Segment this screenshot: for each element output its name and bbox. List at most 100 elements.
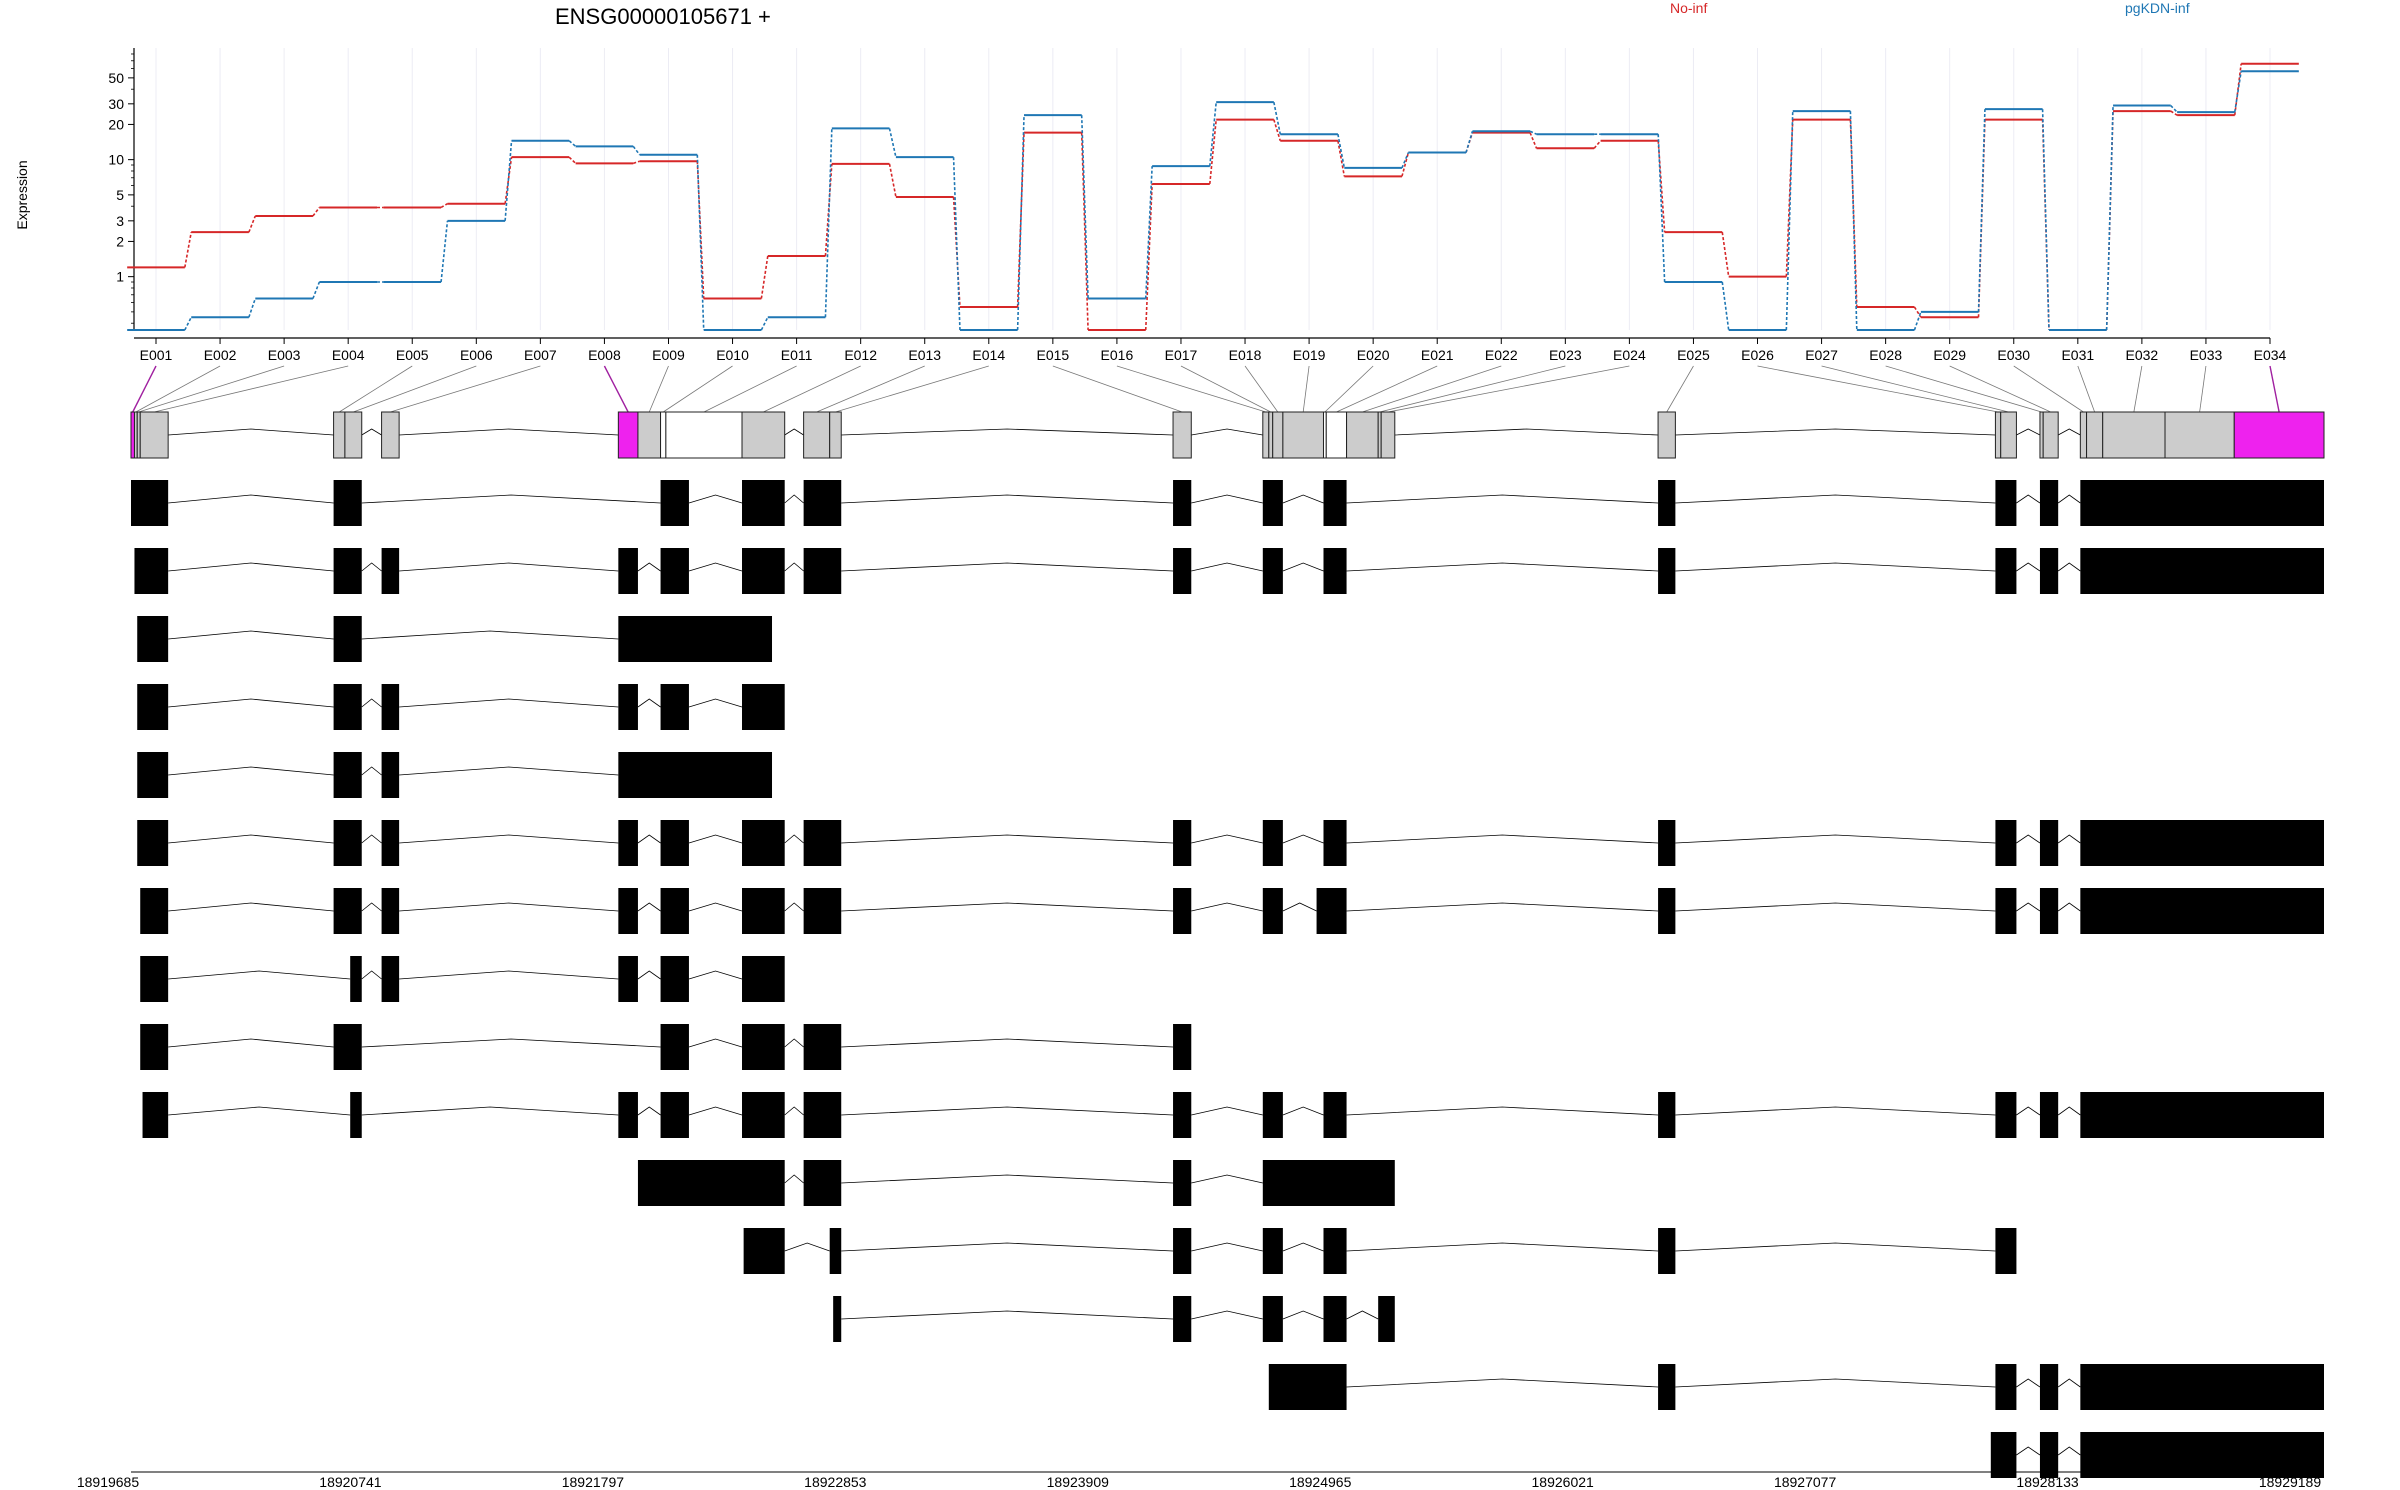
gene-model bbox=[130, 411, 2325, 459]
series-connector bbox=[1785, 111, 1794, 331]
transcript-exon bbox=[618, 820, 638, 866]
transcript-intron bbox=[1675, 1106, 1996, 1116]
y-tick-label: 1 bbox=[116, 269, 124, 285]
transcript-intron bbox=[168, 834, 334, 844]
x-tick-label: E003 bbox=[268, 347, 301, 363]
x-tick-label: E033 bbox=[2190, 347, 2223, 363]
transcript-intron bbox=[1191, 562, 1263, 572]
x-tick-label: E014 bbox=[972, 347, 1005, 363]
transcript-exon bbox=[1323, 1296, 1347, 1342]
transcript-exon bbox=[333, 820, 362, 866]
transcript-exon bbox=[660, 548, 689, 594]
model-intron bbox=[2057, 428, 2081, 436]
transcript-row bbox=[140, 956, 785, 1002]
x-tick-label: E011 bbox=[781, 347, 813, 363]
transcript-intron bbox=[1675, 1242, 1996, 1252]
transcript-exon bbox=[660, 888, 689, 934]
transcript-intron bbox=[361, 494, 661, 504]
transcript-exon bbox=[833, 1296, 842, 1342]
genomic-tick-label: 18920741 bbox=[319, 1474, 382, 1490]
x-tick-label: E017 bbox=[1165, 347, 1198, 363]
x-tick-label: E006 bbox=[460, 347, 493, 363]
transcript-exon bbox=[2080, 820, 2324, 866]
transcript-intron bbox=[841, 902, 1174, 912]
series-connector bbox=[1849, 111, 1858, 331]
transcript-exon bbox=[803, 1092, 842, 1138]
exon-connector bbox=[1387, 365, 1630, 413]
exon-connector bbox=[1821, 365, 2009, 413]
transcript-exon bbox=[660, 956, 689, 1002]
model-intron bbox=[2016, 428, 2041, 436]
transcript-row bbox=[137, 616, 773, 662]
transcript-exon bbox=[350, 1092, 362, 1138]
transcript-exon bbox=[742, 1092, 785, 1138]
x-tick-label: E021 bbox=[1421, 347, 1454, 363]
transcript-intron bbox=[637, 1106, 661, 1116]
exon-bin-e015 bbox=[1172, 411, 1192, 459]
transcript-intron bbox=[1191, 1242, 1263, 1252]
transcript-exon bbox=[2080, 888, 2324, 934]
transcript-intron bbox=[2016, 1378, 2041, 1388]
transcript-exon bbox=[1323, 548, 1347, 594]
transcript-exon bbox=[1268, 1364, 1347, 1410]
exon-connector bbox=[1666, 365, 1694, 413]
x-tick-label: E005 bbox=[396, 347, 429, 363]
y-tick-label: 30 bbox=[108, 96, 124, 112]
x-tick-label: E019 bbox=[1293, 347, 1326, 363]
transcript-exon bbox=[1262, 1296, 1283, 1342]
exon-connector bbox=[1180, 365, 1271, 413]
transcript-exon bbox=[618, 1092, 638, 1138]
exon-connector bbox=[2077, 365, 2096, 413]
transcript-row bbox=[134, 548, 2324, 594]
transcript-intron bbox=[688, 970, 743, 980]
transcript-intron bbox=[168, 562, 334, 572]
transcript-row bbox=[1268, 1364, 2324, 1410]
transcript-exon bbox=[742, 820, 785, 866]
x-tick-label: E015 bbox=[1036, 347, 1069, 363]
transcript-intron bbox=[1191, 834, 1263, 844]
transcript-intron bbox=[361, 698, 382, 708]
x-tick-label: E002 bbox=[204, 347, 237, 363]
transcript-exon bbox=[2039, 548, 2059, 594]
transcript-exon bbox=[1995, 548, 2017, 594]
transcript-intron bbox=[784, 1242, 830, 1252]
exon-bin-e031 bbox=[2086, 411, 2104, 459]
exon-bin-e006 bbox=[344, 411, 363, 459]
transcript-exon bbox=[350, 956, 362, 1002]
transcript-intron bbox=[1191, 902, 1263, 912]
transcript-exon bbox=[2080, 1092, 2324, 1138]
transcript-intron bbox=[637, 834, 661, 844]
transcript-intron bbox=[2057, 494, 2081, 504]
series-connector bbox=[1785, 119, 1794, 277]
transcript-intron bbox=[399, 766, 619, 776]
series-lines bbox=[127, 62, 2299, 331]
series-connector bbox=[760, 255, 769, 299]
y-tick-label: 3 bbox=[116, 213, 124, 229]
transcript-exon bbox=[1173, 480, 1192, 526]
transcript-exon bbox=[381, 888, 400, 934]
transcript-exon bbox=[1323, 480, 1347, 526]
transcript-intron bbox=[361, 1106, 619, 1116]
transcript-exon bbox=[660, 1024, 689, 1070]
transcript-intron bbox=[637, 562, 661, 572]
x-tick-label: E027 bbox=[1805, 347, 1838, 363]
model-intron bbox=[784, 428, 804, 436]
grid-lines bbox=[155, 48, 2271, 330]
transcript-exon bbox=[1658, 1364, 1676, 1410]
transcript-exon bbox=[1173, 820, 1192, 866]
x-tick-label: E008 bbox=[588, 347, 621, 363]
series-connector bbox=[696, 161, 705, 299]
transcript-intron bbox=[1675, 494, 1996, 504]
transcript-exon bbox=[2080, 1432, 2324, 1478]
series-no-inf bbox=[127, 62, 2299, 331]
transcript-exon bbox=[134, 548, 169, 594]
transcript-exon bbox=[1323, 1092, 1347, 1138]
series-connector bbox=[760, 316, 769, 331]
genomic-tick-label: 18923909 bbox=[1047, 1474, 1110, 1490]
transcript-exon bbox=[1995, 1092, 2017, 1138]
x-tick-label: E012 bbox=[844, 347, 877, 363]
exon-connector bbox=[154, 365, 349, 413]
exon-bin-e029 bbox=[2042, 411, 2059, 459]
series-connector bbox=[1529, 130, 1537, 135]
